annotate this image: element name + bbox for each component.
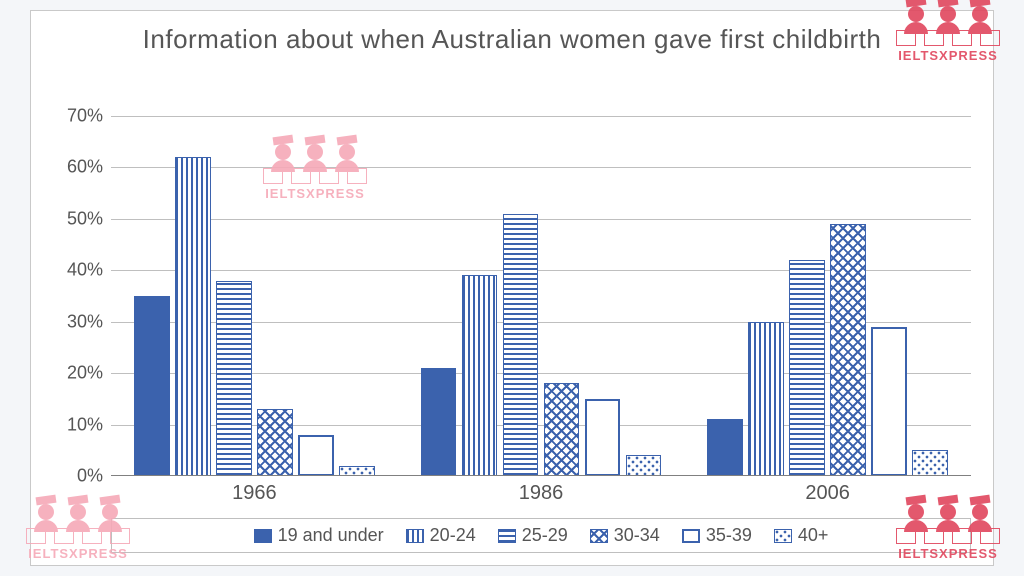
bar-1986-25-29 [503,214,539,476]
legend-swatch [682,529,700,543]
y-tick-label: 30% [67,311,111,332]
legend-label: 19 and under [278,525,384,546]
legend-item: 25-29 [498,525,568,546]
bar-1966-19-and-under [134,296,170,476]
legend-swatch [590,529,608,543]
legend-item: 30-34 [590,525,660,546]
y-tick-label: 40% [67,260,111,281]
legend: 19 and under 20-24 25-29 30-34 35-39 40+ [111,518,971,553]
bar-2006-35-39 [871,327,907,476]
legend-swatch [254,529,272,543]
legend-item: 40+ [774,525,829,546]
bar-1986-30-34 [544,383,580,476]
bar-2006-25-29 [789,260,825,476]
bar-1986-20-24 [462,275,498,476]
legend-item: 20-24 [406,525,476,546]
legend-swatch [406,529,424,543]
y-tick-label: 60% [67,157,111,178]
bar-1966-30-34 [257,409,293,476]
legend-label: 25-29 [522,525,568,546]
bars-layer [111,116,971,476]
x-tick-label: 1966 [232,476,277,505]
legend-label: 30-34 [614,525,660,546]
bar-1986-40+ [626,455,662,476]
legend-item: 19 and under [254,525,384,546]
x-tick-label: 2006 [805,476,850,505]
bar-2006-20-24 [748,322,784,476]
legend-item: 35-39 [682,525,752,546]
legend-swatch [498,529,516,543]
y-tick-label: 70% [67,106,111,127]
y-tick-label: 20% [67,363,111,384]
chart-title: Information about when Australian women … [31,11,993,57]
bar-1966-20-24 [175,157,211,476]
bar-2006-40+ [912,450,948,476]
x-tick-label: 1986 [519,476,564,505]
bar-2006-30-34 [830,224,866,476]
bar-1986-35-39 [585,399,621,476]
bar-1966-35-39 [298,435,334,476]
y-tick-label: 50% [67,208,111,229]
legend-label: 40+ [798,525,829,546]
bar-1966-25-29 [216,281,252,476]
legend-label: 20-24 [430,525,476,546]
x-axis-baseline [111,475,971,476]
legend-label: 35-39 [706,525,752,546]
plot-area: 0%10%20%30%40%50%60%70% 196619862006 [111,116,971,476]
legend-swatch [774,529,792,543]
y-tick-label: 0% [77,466,111,487]
chart-frame: Information about when Australian women … [30,10,994,566]
bar-2006-19-and-under [707,419,743,476]
bar-1986-19-and-under [421,368,457,476]
y-tick-label: 10% [67,414,111,435]
